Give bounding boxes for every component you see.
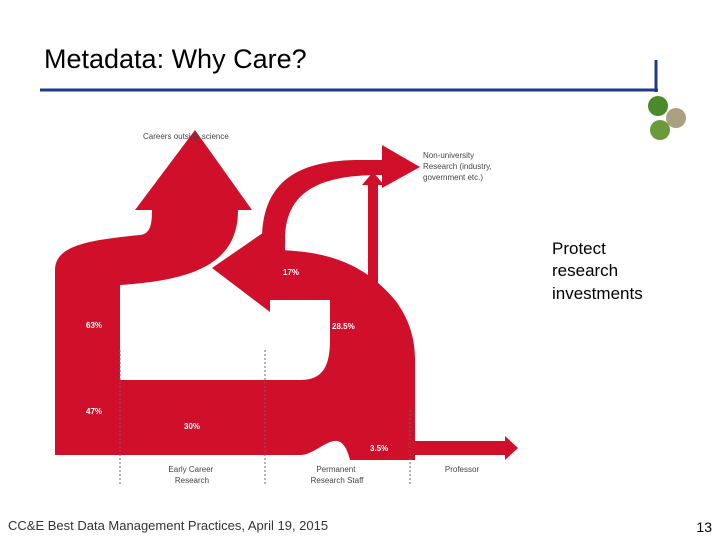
stage-label: Early Career Research [168, 465, 215, 485]
logo [648, 96, 686, 140]
flow-label: 28.5% [332, 322, 355, 331]
flow-diagram [55, 130, 518, 460]
label-line: government etc.) [423, 173, 483, 182]
stage-label: Permanent Research Staff [311, 465, 365, 485]
page-number: 13 [696, 519, 712, 535]
stage-dividers [119, 350, 411, 485]
label-line: Research Staff [311, 476, 365, 485]
label-line: Permanent [316, 465, 356, 474]
label-line: Non-university [423, 151, 474, 160]
flow-label: 0.45% [450, 443, 473, 452]
label: Non-university Research (industry, gover… [423, 151, 494, 182]
note-line: Protect [552, 239, 606, 258]
footer: CC&E Best Data Management Practices, Apr… [8, 518, 328, 533]
flow-label: 17% [283, 268, 299, 277]
side-note: Protect research investments [552, 239, 643, 303]
flow-label: 47% [86, 407, 102, 416]
flow-label: 3.5% [370, 444, 388, 453]
flow-label: 63% [86, 321, 102, 330]
label-line: Research (industry, [423, 162, 492, 171]
note-line: investments [552, 284, 643, 303]
label: Careers outside science [143, 132, 229, 141]
label-line: Research [175, 476, 209, 485]
title: Metadata: Why Care? [44, 44, 307, 74]
stage-label: Professor [445, 465, 480, 474]
flow-label: 30% [184, 422, 200, 431]
label-line: Early Career [168, 465, 213, 474]
note-line: research [552, 261, 618, 280]
